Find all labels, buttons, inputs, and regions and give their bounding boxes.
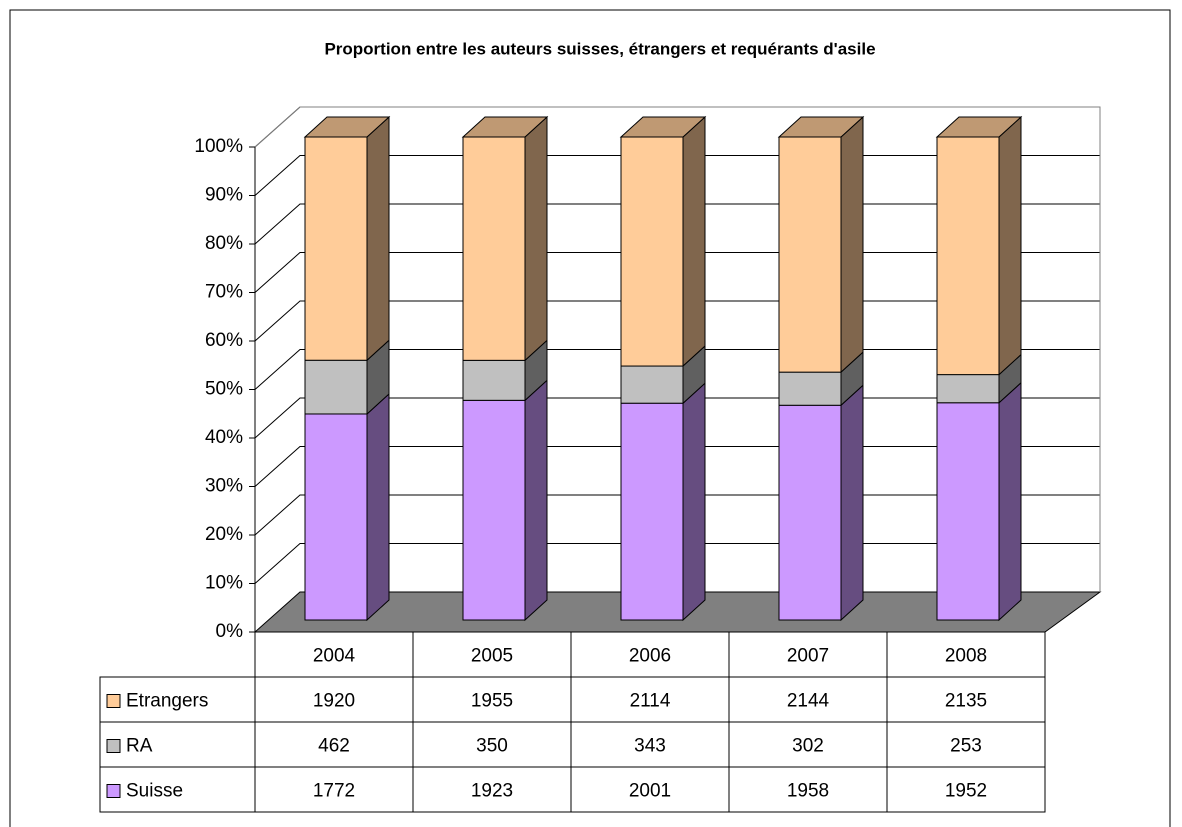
bar-front — [620, 402, 684, 621]
x-tick-label: 2005 — [471, 646, 513, 667]
legend-swatch — [106, 694, 121, 708]
bar-segment — [304, 339, 390, 416]
bar-front — [620, 365, 684, 404]
bar-front — [304, 136, 368, 361]
bar-segment — [778, 384, 864, 622]
bar-side — [524, 379, 548, 622]
table-value: 1920 — [313, 691, 355, 712]
table-value: 302 — [792, 736, 824, 757]
bar-segment — [936, 381, 1022, 622]
x-tick-label: 2006 — [629, 646, 671, 667]
bar-top — [777, 116, 865, 138]
bar-segment — [777, 115, 865, 374]
legend-label: Etrangers — [126, 691, 208, 712]
bar-front — [936, 402, 1000, 621]
bar-top — [461, 116, 549, 138]
bar-front — [778, 404, 842, 621]
y-tick-label: 30% — [205, 476, 243, 497]
bar-front — [304, 359, 368, 415]
bar-side — [366, 115, 390, 362]
table-value: 2001 — [629, 781, 671, 802]
bar-side — [366, 392, 390, 622]
x-tick-label: 2008 — [945, 646, 987, 667]
bar-segment — [620, 382, 706, 622]
bar-top — [619, 116, 707, 138]
table-value: 2135 — [945, 691, 987, 712]
bar-segment — [461, 115, 549, 362]
chart-title: Proportion entre les auteurs suisses, ét… — [324, 39, 875, 58]
bar-segment — [303, 115, 391, 362]
bar-side — [998, 115, 1022, 376]
table-value: 343 — [634, 736, 666, 757]
bar-segment — [778, 351, 864, 407]
bar-segment — [462, 379, 548, 622]
y-tick-label: 90% — [205, 185, 243, 206]
table-value: 462 — [318, 736, 350, 757]
bar-side — [524, 115, 548, 362]
y-tick-label: 80% — [205, 233, 243, 254]
y-tick-label: 0% — [216, 621, 244, 642]
table-value: 2114 — [630, 691, 671, 712]
bar-top — [303, 116, 391, 138]
bar-segment — [462, 339, 548, 402]
bar-side — [682, 115, 706, 368]
bar-segment — [620, 344, 706, 405]
legend-swatch — [106, 739, 121, 753]
legend-label: RA — [126, 736, 153, 757]
table-value: 1955 — [471, 691, 513, 712]
bar-side — [682, 382, 706, 622]
table-value: 2144 — [787, 691, 830, 712]
table-value: 350 — [476, 736, 508, 757]
bar-side — [840, 384, 864, 622]
y-tick-label: 40% — [205, 427, 243, 448]
y-tick-label: 50% — [205, 379, 243, 400]
bar-front — [462, 136, 526, 361]
bar-front — [936, 374, 1000, 404]
bar-front — [620, 136, 684, 367]
table-value: 1958 — [787, 781, 829, 802]
x-tick-label: 2004 — [313, 646, 356, 667]
bar-segment — [619, 115, 707, 368]
y-tick-label: 20% — [205, 524, 243, 545]
bar-segment — [304, 392, 390, 622]
bar-front — [778, 371, 842, 406]
bar-front — [304, 413, 368, 621]
table-value: 1772 — [313, 781, 355, 802]
table-value: 253 — [950, 736, 982, 757]
table-value: 1923 — [471, 781, 513, 802]
table-value: 1952 — [945, 781, 987, 802]
bar-front — [462, 399, 526, 621]
bar-front — [936, 136, 1000, 376]
legend-swatch — [106, 784, 121, 798]
y-tick-label: 100% — [194, 136, 243, 157]
bar-side — [840, 115, 864, 374]
bar-side — [998, 381, 1022, 622]
y-tick-label: 70% — [205, 282, 243, 303]
legend-label: Suisse — [126, 781, 183, 802]
bar-top — [935, 116, 1023, 138]
bar-front — [778, 136, 842, 373]
y-tick-label: 60% — [205, 330, 243, 351]
x-tick-label: 2007 — [787, 646, 829, 667]
bar-front — [462, 359, 526, 401]
bar-segment — [935, 115, 1023, 376]
y-tick-label: 10% — [205, 573, 243, 594]
